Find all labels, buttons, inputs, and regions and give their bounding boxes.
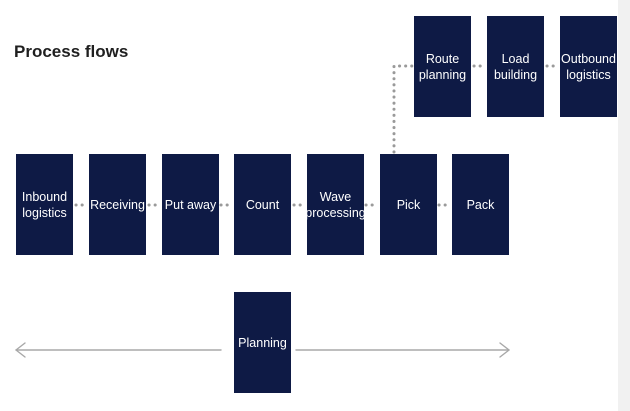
step-planning: Planning (234, 292, 291, 393)
arrowhead-right (499, 342, 510, 358)
step-label: Receiving (90, 197, 145, 212)
step-label: Pick (396, 197, 421, 212)
step-load-building: Load building (487, 16, 544, 117)
step-label: Load building (493, 51, 538, 82)
step-label: Planning (238, 335, 287, 350)
step-route-planning: Route planning (414, 16, 471, 117)
step-label: Outbound logistics (561, 51, 616, 82)
step-label: Put away (164, 197, 217, 212)
step-outbound-logistics: Outbound logistics (560, 16, 617, 117)
step-label: Count (245, 197, 280, 212)
step-receiving: Receiving (89, 154, 146, 255)
arrowhead-left (15, 342, 26, 358)
connector-pick-route (392, 64, 414, 154)
step-wave-processing: Wave processing (305, 154, 366, 255)
page-title: Process flows (14, 42, 129, 61)
step-label: Wave processing (305, 189, 366, 220)
step-pick: Pick (380, 154, 437, 255)
step-count: Count (234, 154, 291, 255)
step-pack: Pack (452, 154, 509, 255)
step-label: Route planning (418, 51, 467, 82)
step-put-away: Put away (162, 154, 219, 255)
scroll-edge (618, 0, 630, 411)
step-label: Inbound logistics (21, 189, 68, 220)
step-inbound-logistics: Inbound logistics (16, 154, 73, 255)
step-label: Pack (466, 197, 495, 212)
